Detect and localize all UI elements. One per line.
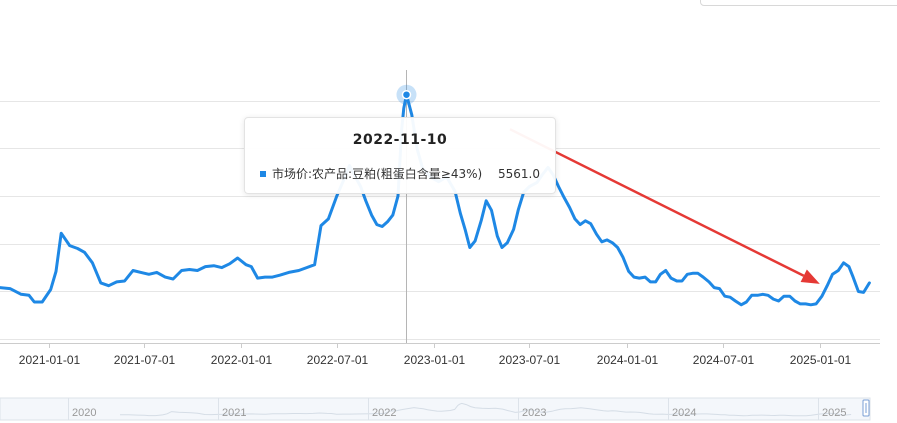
tooltip-series-marker: [260, 170, 266, 177]
arrow-shaft: [509, 128, 805, 277]
x-tick-label: 2023-07-01: [499, 353, 561, 367]
slider-year-label: 2021: [222, 407, 246, 419]
arrow-head: [800, 269, 820, 284]
tooltip-value: 5561.0: [498, 166, 540, 181]
x-tick-label: 2023-01-01: [404, 353, 466, 367]
tooltip-series-name: 市场价:农产品:豆粕(粗蛋白含量≥43%): [272, 167, 483, 181]
top-control-box: [700, 0, 897, 6]
series-lines: [0, 93, 871, 307]
highlight-point: [401, 89, 412, 100]
trend-arrow: [509, 128, 820, 284]
slider-overview-line: [120, 402, 852, 417]
highlight-points: [396, 84, 417, 105]
tooltip-date: 2022-11-10: [352, 132, 448, 148]
data-zoom-slider[interactable]: 2020 2021 2022 2023 2024 2025: [0, 397, 871, 421]
series-line: [0, 93, 871, 307]
x-tick-label: 2024-01-01: [597, 353, 659, 367]
tooltip-row: 市场价:农产品:豆粕(粗蛋白含量≥43%) 5561.0: [260, 165, 540, 182]
slider-year-label: 2025: [822, 407, 846, 419]
x-tick-label: 2021-07-01: [114, 353, 176, 367]
slider-year-label: 2022: [372, 407, 396, 419]
x-tick-label: 2021-01-01: [19, 353, 81, 367]
tooltip: 2022-11-10 市场价:农产品:豆粕(粗蛋白含量≥43%) 5561.0: [244, 117, 556, 194]
slider-year-label: 2023: [522, 407, 546, 419]
slider-year-label: 2020: [72, 407, 96, 419]
x-axis: 2021-01-01 2021-07-01 2022-01-01 2022-07-01…: [0, 343, 880, 367]
x-tick-label: 2024-07-01: [693, 353, 755, 367]
x-tick-label: 2022-07-01: [307, 353, 369, 367]
x-tick-label: 2022-01-01: [211, 353, 273, 367]
x-tick-label: 2025-01-01: [790, 353, 852, 367]
slider-year-label: 2024: [672, 407, 696, 419]
slider-track: [0, 397, 871, 421]
